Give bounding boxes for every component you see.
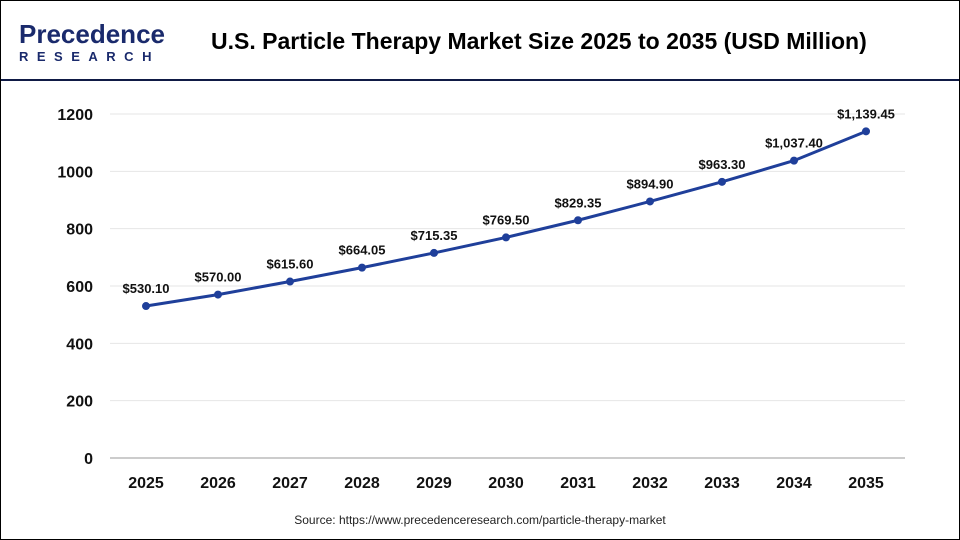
data-point [430, 248, 438, 257]
data-label: $894.90 [627, 176, 674, 191]
data-label: $715.35 [411, 228, 458, 243]
y-tick-label: 1000 [57, 164, 93, 181]
data-label: $1,037.40 [765, 136, 823, 151]
x-tick-label: 2033 [704, 475, 740, 492]
y-tick-label: 600 [66, 279, 93, 296]
x-tick-label: 2026 [200, 475, 236, 492]
y-tick-label: 0 [84, 451, 93, 468]
data-point [358, 263, 366, 272]
data-label: $530.10 [123, 281, 170, 296]
y-tick-label: 1200 [57, 107, 93, 124]
source-text: Source: https://www.precedenceresearch.c… [294, 513, 666, 527]
data-label: $769.50 [483, 212, 530, 227]
data-label: $615.60 [267, 257, 314, 272]
data-label: $829.35 [555, 195, 602, 210]
x-tick-label: 2030 [488, 475, 524, 492]
data-label: $1,139.45 [837, 106, 895, 121]
x-tick-label: 2031 [560, 475, 596, 492]
y-tick-label: 400 [66, 336, 93, 353]
data-point [862, 127, 870, 136]
x-tick-label: 2029 [416, 475, 452, 492]
logo-subtext: RESEARCH [19, 49, 160, 64]
data-point [790, 156, 798, 165]
data-point [286, 277, 294, 286]
data-point [214, 290, 222, 299]
x-tick-label: 2032 [632, 475, 668, 492]
y-tick-label: 800 [66, 222, 93, 239]
x-tick-label: 2025 [128, 475, 164, 492]
logo: Precedence RESEARCH [19, 21, 165, 64]
data-label: $963.30 [699, 157, 746, 172]
x-tick-label: 2028 [344, 475, 380, 492]
x-tick-label: 2027 [272, 475, 308, 492]
chart-title: U.S. Particle Therapy Market Size 2025 t… [211, 28, 867, 54]
y-tick-label: 200 [66, 394, 93, 411]
data-point [646, 197, 654, 206]
data-label: $570.00 [195, 270, 242, 285]
header: Precedence RESEARCH U.S. Particle Therap… [1, 1, 959, 81]
data-point [502, 233, 510, 242]
logo-text: Precedence [19, 19, 165, 49]
data-label: $664.05 [339, 243, 386, 258]
x-tick-label: 2034 [776, 475, 812, 492]
data-point [718, 177, 726, 186]
x-tick-label: 2035 [848, 475, 884, 492]
data-point [142, 302, 150, 311]
data-point [574, 216, 582, 225]
